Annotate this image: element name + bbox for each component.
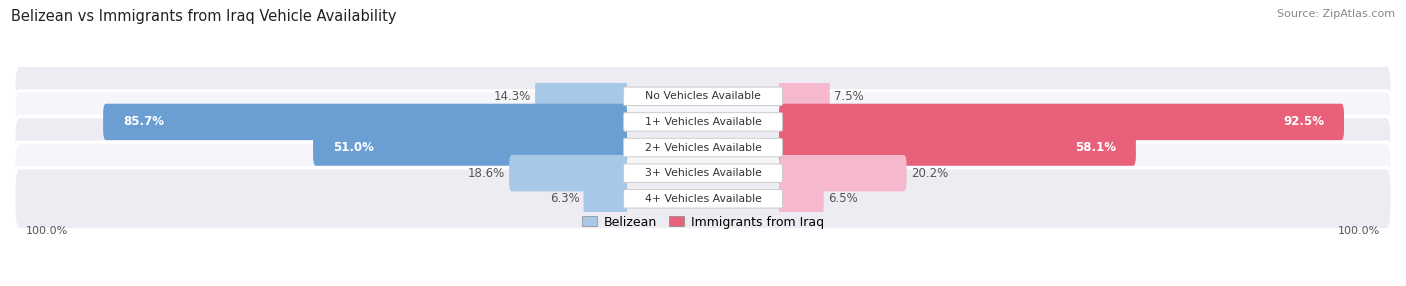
FancyBboxPatch shape <box>779 129 1136 166</box>
Text: 92.5%: 92.5% <box>1284 116 1324 128</box>
FancyBboxPatch shape <box>583 181 627 217</box>
Text: 100.0%: 100.0% <box>1337 226 1379 236</box>
Text: 51.0%: 51.0% <box>333 141 374 154</box>
Text: Belizean vs Immigrants from Iraq Vehicle Availability: Belizean vs Immigrants from Iraq Vehicle… <box>11 9 396 23</box>
Text: 4+ Vehicles Available: 4+ Vehicles Available <box>644 194 762 204</box>
Text: 85.7%: 85.7% <box>122 116 165 128</box>
Text: 6.5%: 6.5% <box>828 192 858 205</box>
Text: 58.1%: 58.1% <box>1076 141 1116 154</box>
FancyBboxPatch shape <box>779 78 830 114</box>
Legend: Belizean, Immigrants from Iraq: Belizean, Immigrants from Iraq <box>578 210 828 234</box>
Text: No Vehicles Available: No Vehicles Available <box>645 91 761 101</box>
FancyBboxPatch shape <box>623 164 783 182</box>
Text: 18.6%: 18.6% <box>468 167 505 180</box>
Text: 20.2%: 20.2% <box>911 167 948 180</box>
Text: 2+ Vehicles Available: 2+ Vehicles Available <box>644 142 762 152</box>
FancyBboxPatch shape <box>14 65 1392 127</box>
Text: 1+ Vehicles Available: 1+ Vehicles Available <box>644 117 762 127</box>
Text: 100.0%: 100.0% <box>27 226 69 236</box>
FancyBboxPatch shape <box>779 181 824 217</box>
FancyBboxPatch shape <box>314 129 627 166</box>
Text: Source: ZipAtlas.com: Source: ZipAtlas.com <box>1277 9 1395 19</box>
Text: 14.3%: 14.3% <box>494 90 531 103</box>
Text: 3+ Vehicles Available: 3+ Vehicles Available <box>644 168 762 178</box>
FancyBboxPatch shape <box>779 155 907 191</box>
FancyBboxPatch shape <box>14 168 1392 230</box>
FancyBboxPatch shape <box>779 104 1344 140</box>
FancyBboxPatch shape <box>623 138 783 157</box>
FancyBboxPatch shape <box>14 142 1392 204</box>
FancyBboxPatch shape <box>623 113 783 131</box>
Text: 7.5%: 7.5% <box>834 90 863 103</box>
FancyBboxPatch shape <box>509 155 627 191</box>
FancyBboxPatch shape <box>623 87 783 106</box>
FancyBboxPatch shape <box>14 91 1392 153</box>
FancyBboxPatch shape <box>14 116 1392 178</box>
Text: 6.3%: 6.3% <box>550 192 579 205</box>
FancyBboxPatch shape <box>103 104 627 140</box>
FancyBboxPatch shape <box>536 78 627 114</box>
FancyBboxPatch shape <box>623 190 783 208</box>
